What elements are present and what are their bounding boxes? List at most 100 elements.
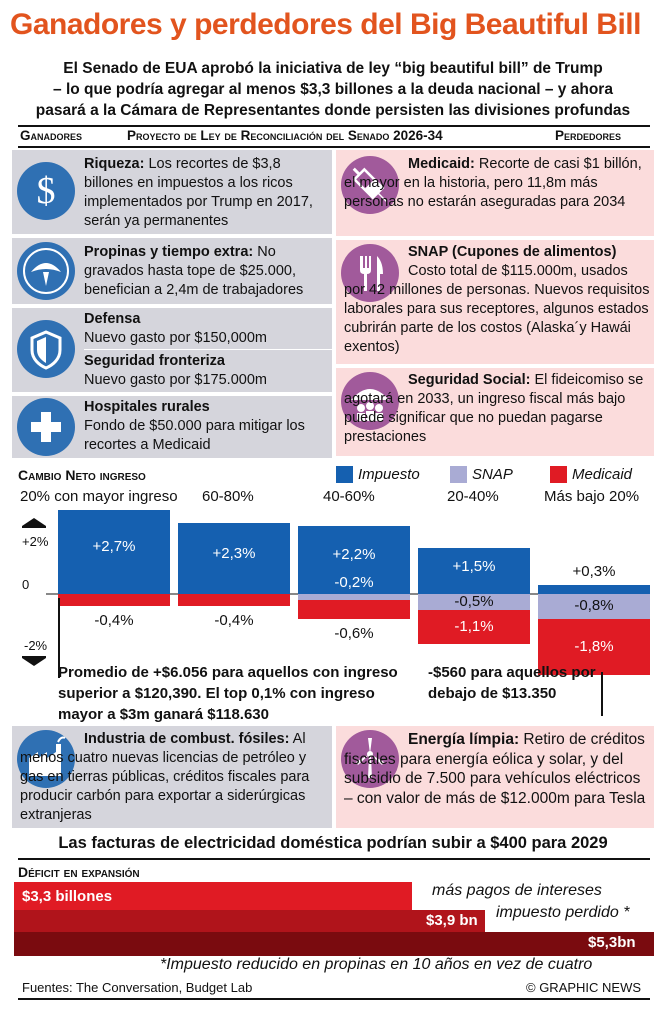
tips-title: Propinas y tiempo extra: <box>84 244 254 260</box>
bar-snap <box>418 594 530 610</box>
header-winners: Ganadores <box>20 128 83 143</box>
divider <box>84 349 332 350</box>
bar-snap <box>298 594 410 601</box>
header-losers: Perdedores <box>555 128 622 143</box>
chart-title: Cambio Neto ingreso <box>18 467 146 483</box>
fossil-title: Industria de combust. fósiles: <box>84 731 290 747</box>
clean-energy-text: Retiro de créditos fiscales para energía… <box>344 731 646 807</box>
deficit-bar-total <box>14 932 654 956</box>
category-label: 40-60% <box>323 488 375 505</box>
loser-panel-medicaid: Medicaid: Recorte de casi $1 billón, el … <box>336 150 654 236</box>
callout-leader <box>58 598 60 678</box>
deficit-note-tax: impuesto perdido * <box>496 904 630 921</box>
bar-medicaid <box>58 594 170 607</box>
category-label: 20% con mayor ingreso <box>20 488 178 505</box>
dollar-seal-icon <box>17 242 75 300</box>
border-title: Seguridad fronteriza <box>84 353 225 369</box>
loser-panel-social-security: Seguridad Social: El fideicomiso se agot… <box>336 368 654 456</box>
snap-title: SNAP (Cupones de alimentos) <box>408 244 617 260</box>
legend-label-medicaid: Medicaid <box>572 466 633 483</box>
data-label-impuesto: +2,3% <box>212 544 256 562</box>
data-label-impuesto: +2,2% <box>332 546 376 564</box>
subtitle-line-1: El Senado de EUA aprobó la iniciativa de… <box>63 60 603 77</box>
divider <box>18 998 650 1000</box>
category-label: 60-80% <box>202 488 254 505</box>
loser-panel-snap: SNAP (Cupones de alimentos) Costo total … <box>336 240 654 364</box>
callout-bottom-earners: -$560 para aquellos por debajo de $13.35… <box>428 664 596 702</box>
hospitals-title: Hospitales rurales <box>84 399 210 415</box>
legend-swatch-snap <box>450 466 467 483</box>
legend-label-snap: SNAP <box>472 466 513 483</box>
winner-panel-hospitals: Hospitales rurales Fondo de $50.000 para … <box>12 396 332 458</box>
wind-turbine-icon <box>341 730 399 788</box>
bar-impuesto <box>418 547 530 594</box>
divider <box>18 858 650 860</box>
data-label-snap: -0,2% <box>334 574 374 591</box>
bar-medicaid <box>538 618 650 675</box>
winner-panel-wealth: $ Riqueza: Los recortes de $3,8 billones… <box>12 150 332 234</box>
winner-panel-tips: Propinas y tiempo extra: No gravados has… <box>12 238 332 304</box>
border-text: Nuevo gasto por $175.000m <box>84 372 267 388</box>
snap-text: Costo total de $115.000m, usados por 42 … <box>344 263 650 355</box>
callout-leader <box>601 672 603 716</box>
factory-icon <box>17 730 75 788</box>
wealth-title: Riqueza: <box>84 156 145 172</box>
wealth-text: Los recortes de $3,8 billones en impuest… <box>84 156 313 229</box>
hospitals-text: Fondo de $50.000 para mitigar los recort… <box>84 418 305 453</box>
bar-medicaid <box>178 594 290 607</box>
subtitle-line-3: pasará a la Cámara de Representantes don… <box>35 102 631 119</box>
deficit-bar-base <box>14 882 413 910</box>
deficit-footnote: *Impuesto reducido en propinas en 10 año… <box>160 956 593 973</box>
data-label-medicaid: -1,1% <box>454 617 494 635</box>
clean-energy-title: Energía límpia: <box>408 731 520 748</box>
clean-energy-panel: Energía límpia: Retiro de créditos fisca… <box>336 726 654 828</box>
sources: Fuentes: The Conversation, Budget Lab <box>22 980 253 995</box>
divider <box>18 146 650 148</box>
subtitle: El Senado de EUA aprobó la iniciativa de… <box>8 58 658 121</box>
callout-top-earners: Promedio de +$6.056 para aquellos con in… <box>58 664 398 723</box>
data-label-snap: -0,5% <box>454 592 494 610</box>
deficit-label-total: $5,3bn <box>588 934 636 951</box>
umbrella-people-icon <box>341 372 399 430</box>
bar-snap <box>538 594 650 619</box>
category-label: Más bajo 20% <box>544 488 640 505</box>
deficit-bar-interest <box>14 910 485 932</box>
medical-cross-icon <box>17 398 75 456</box>
fossil-text: Al menos cuatro nuevas licencias de petr… <box>20 731 310 823</box>
legend-swatch-impuesto <box>336 466 353 483</box>
bar-impuesto <box>538 584 650 594</box>
credit: © GRAPHIC NEWS <box>526 980 642 995</box>
bar-impuesto <box>58 510 170 594</box>
social-security-text: El fideicomiso se agotará en 2033, un in… <box>344 372 644 445</box>
syringe-icon <box>341 156 399 214</box>
legend-label-impuesto: Impuesto <box>358 466 420 483</box>
defense-text: Nuevo gasto por $150,000m <box>84 330 267 346</box>
data-label-snap: -0,8% <box>574 597 614 615</box>
social-security-title: Seguridad Social: <box>408 372 531 388</box>
data-label-medicaid: -0,4% <box>214 612 254 630</box>
axis-up-arrow <box>22 518 46 526</box>
bar-medicaid <box>418 609 530 644</box>
deficit-label-base: $3,3 billones <box>22 888 113 905</box>
y-tick-label: 0 <box>22 577 30 592</box>
electricity-note: Las facturas de electricidad doméstica p… <box>58 834 608 852</box>
axis-down-arrow <box>22 658 46 666</box>
deficit-label-interest: $3,9 bn <box>426 912 478 929</box>
bar-impuesto <box>178 522 290 594</box>
data-label-impuesto: +2,7% <box>92 537 136 555</box>
y-tick-label: -2% <box>24 638 48 653</box>
shield-icon <box>17 320 75 378</box>
data-label-impuesto: +1,5% <box>452 558 496 576</box>
y-tick-label: +2% <box>22 534 49 549</box>
defense-title: Defensa <box>84 311 141 327</box>
medicaid-title: Medicaid: <box>408 156 475 172</box>
bar-medicaid <box>298 600 410 619</box>
bar-impuesto <box>298 525 410 594</box>
data-label-impuesto: +0,3% <box>572 562 616 580</box>
data-label-medicaid: -1,8% <box>574 637 614 655</box>
fossil-fuels-panel: Industria de combust. fósiles: Al menos … <box>12 726 332 828</box>
svg-text:$: $ <box>37 170 56 212</box>
page-title: Ganadores y perdedores del Big Beautiful… <box>10 8 641 41</box>
fork-knife-icon <box>341 244 399 302</box>
legend-swatch-medicaid <box>550 466 567 483</box>
